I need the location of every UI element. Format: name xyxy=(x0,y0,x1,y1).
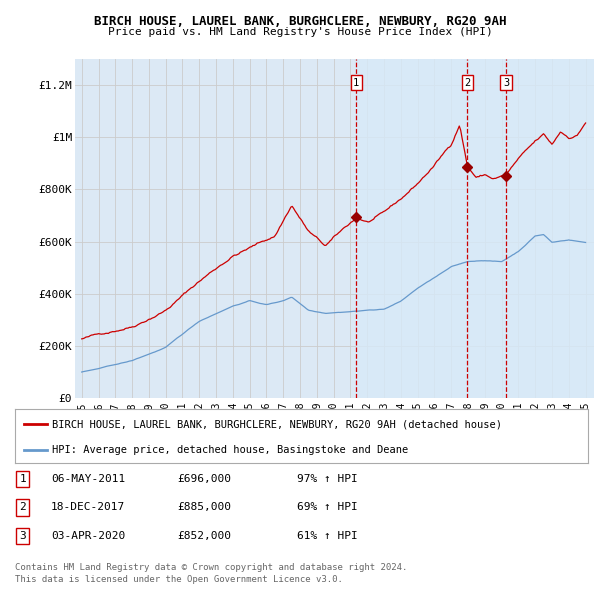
Text: Contains HM Land Registry data © Crown copyright and database right 2024.: Contains HM Land Registry data © Crown c… xyxy=(15,563,407,572)
Text: 1: 1 xyxy=(353,78,359,88)
Text: 06-MAY-2011: 06-MAY-2011 xyxy=(51,474,125,484)
Text: HPI: Average price, detached house, Basingstoke and Deane: HPI: Average price, detached house, Basi… xyxy=(52,445,409,454)
Text: 97% ↑ HPI: 97% ↑ HPI xyxy=(297,474,358,484)
Text: £852,000: £852,000 xyxy=(177,531,231,540)
Text: 1: 1 xyxy=(19,474,26,484)
Text: £696,000: £696,000 xyxy=(177,474,231,484)
Text: 2: 2 xyxy=(19,503,26,512)
Text: BIRCH HOUSE, LAUREL BANK, BURGHCLERE, NEWBURY, RG20 9AH: BIRCH HOUSE, LAUREL BANK, BURGHCLERE, NE… xyxy=(94,15,506,28)
Text: Price paid vs. HM Land Registry's House Price Index (HPI): Price paid vs. HM Land Registry's House … xyxy=(107,27,493,37)
Text: This data is licensed under the Open Government Licence v3.0.: This data is licensed under the Open Gov… xyxy=(15,575,343,584)
Text: 61% ↑ HPI: 61% ↑ HPI xyxy=(297,531,358,540)
Text: 69% ↑ HPI: 69% ↑ HPI xyxy=(297,503,358,512)
Text: 3: 3 xyxy=(19,531,26,540)
Text: £885,000: £885,000 xyxy=(177,503,231,512)
Text: 03-APR-2020: 03-APR-2020 xyxy=(51,531,125,540)
Text: BIRCH HOUSE, LAUREL BANK, BURGHCLERE, NEWBURY, RG20 9AH (detached house): BIRCH HOUSE, LAUREL BANK, BURGHCLERE, NE… xyxy=(52,419,502,429)
Text: 3: 3 xyxy=(503,78,509,88)
Text: 18-DEC-2017: 18-DEC-2017 xyxy=(51,503,125,512)
Bar xyxy=(356,59,594,398)
Text: 2: 2 xyxy=(464,78,470,88)
